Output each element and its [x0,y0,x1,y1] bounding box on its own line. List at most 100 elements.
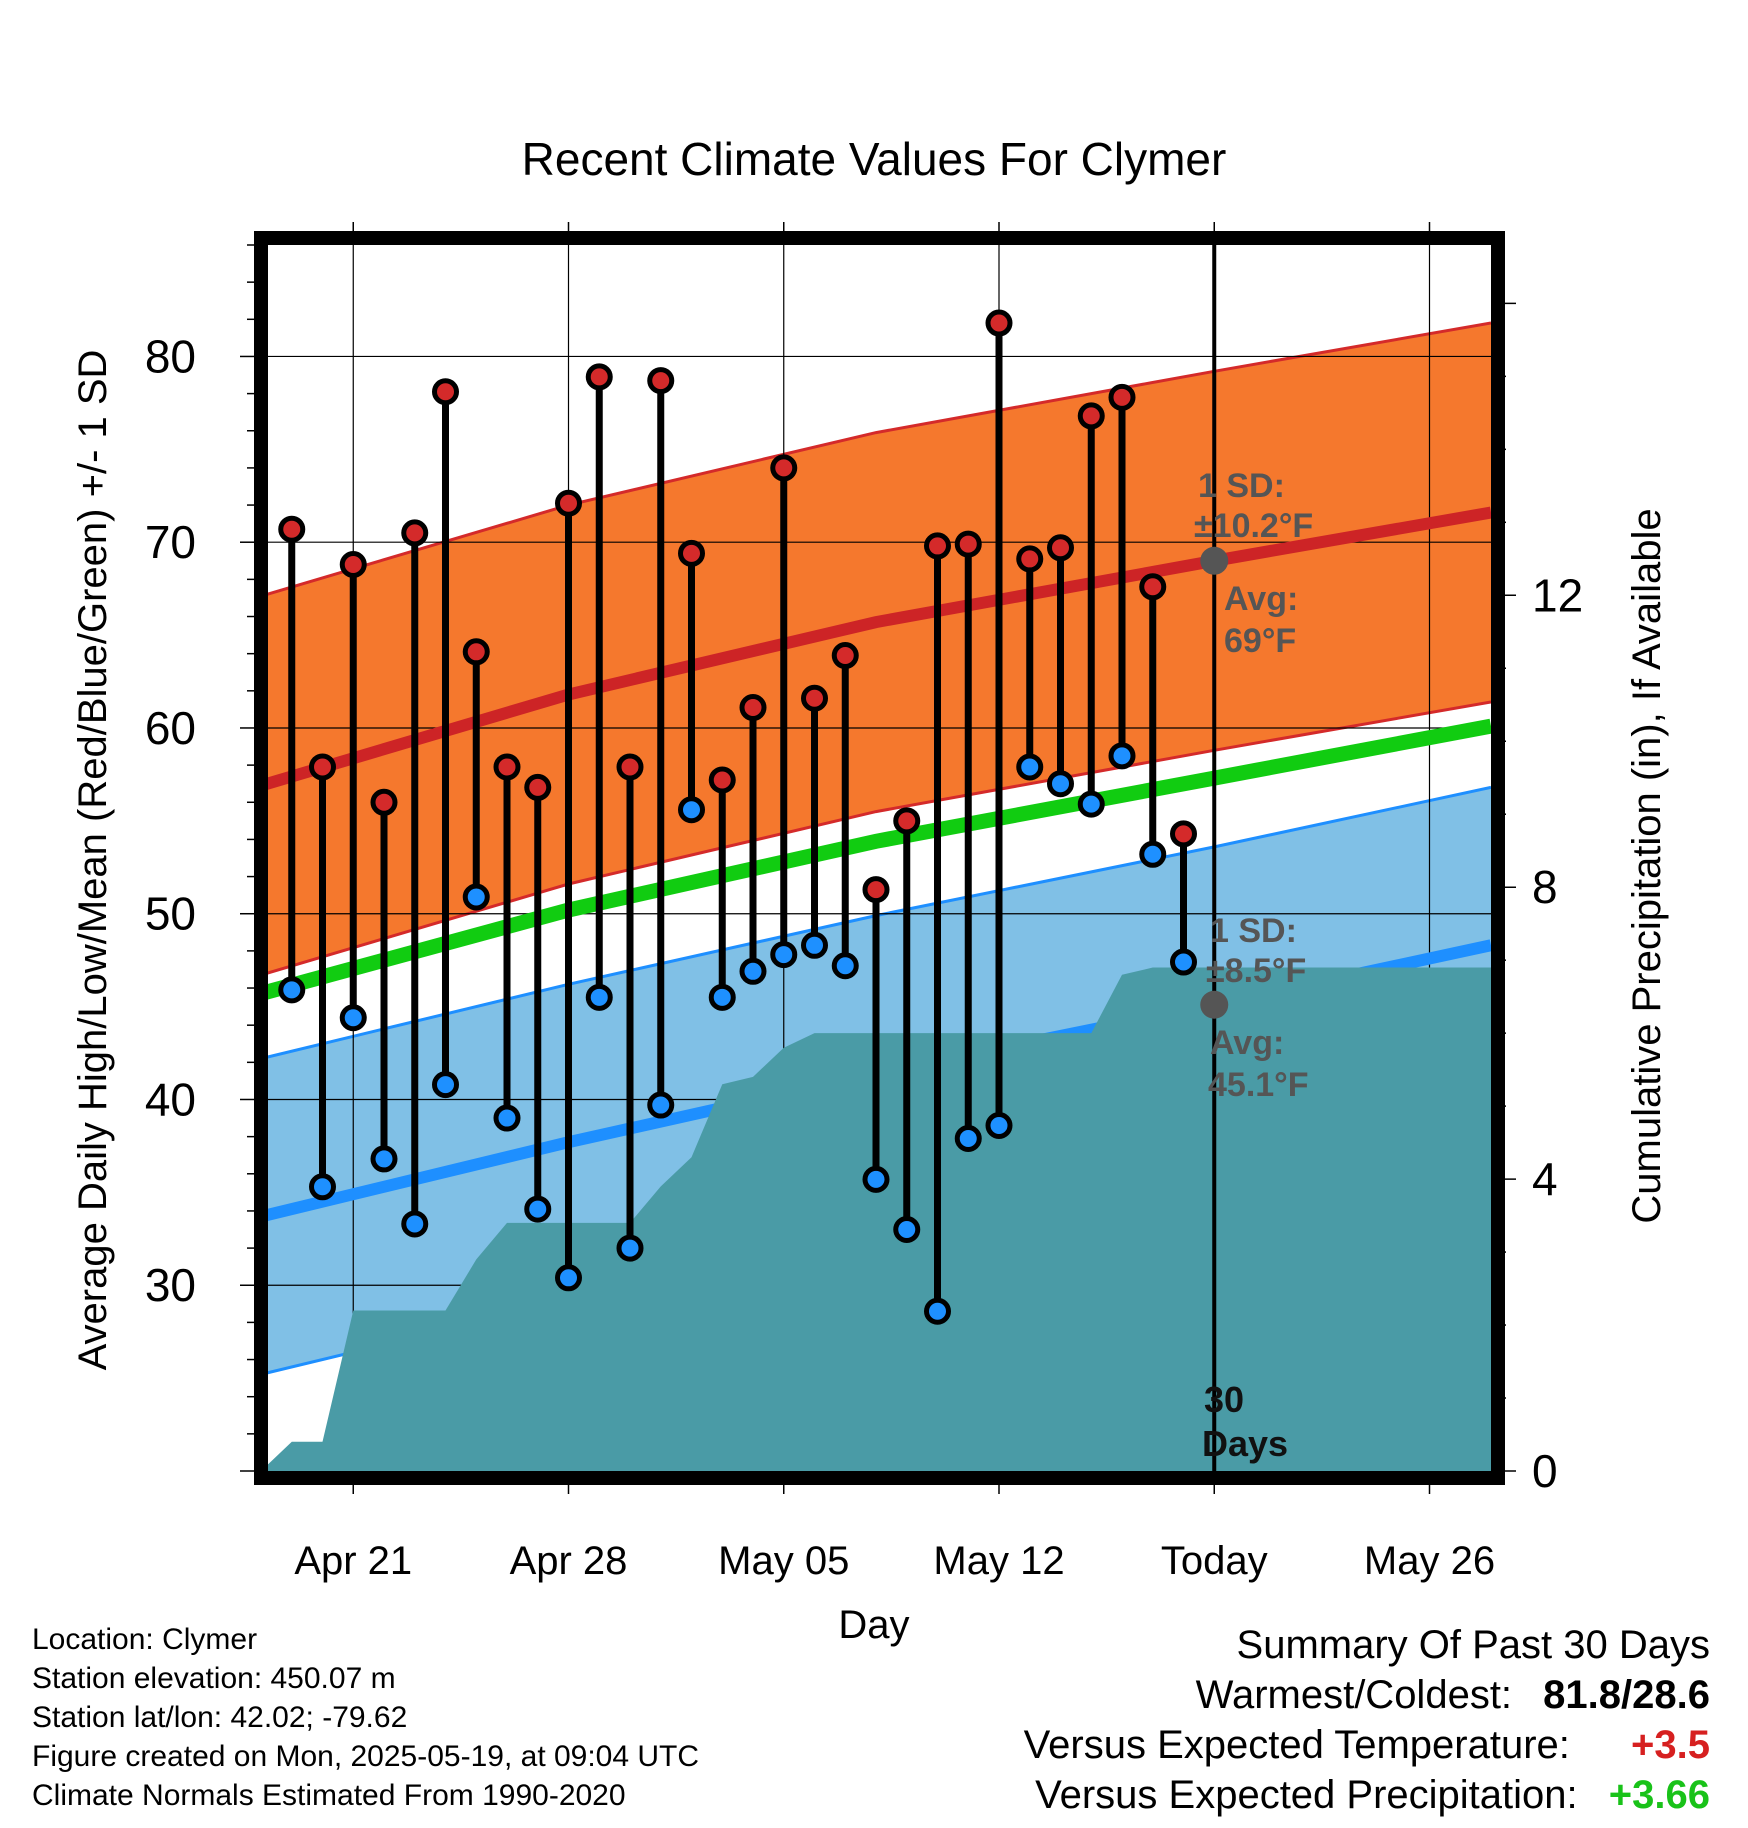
y2-tick-label: 4 [1532,1153,1558,1205]
high-band-lower-edge [268,700,1491,975]
high-point [647,367,675,395]
day-observation [1170,820,1197,976]
low-point [708,983,736,1011]
low-point [1077,790,1105,818]
day-observation [1016,545,1044,781]
high-point [1170,820,1197,848]
x-tick-label: Apr 21 [294,1539,412,1583]
x-tick-label: Today [1161,1539,1268,1583]
warm-cold-row: Warmest/Coldest: 81.8/28.6 [1024,1670,1710,1720]
day-observation [801,684,828,959]
precip-area [268,967,1491,1471]
low-avg-value: 45.1°F [1208,1066,1309,1104]
y-tick-label: 40 [145,1073,196,1125]
low-point [462,883,490,911]
y-tick-label: 30 [145,1259,196,1311]
axes-layer: 30 40 50 60 70 80 0 4 8 12 Apr 21 Apr 28 May 05 May 1… [145,222,1583,1583]
day-observation [893,807,921,1244]
high-point [462,638,490,666]
observations-layer [278,309,1229,1325]
day-observation [493,753,521,1132]
day-observation [770,454,798,969]
latlon-text: Station lat/lon: 42.02; -79.62 [32,1701,408,1734]
low-point [370,1145,398,1173]
day-observation [309,753,336,1201]
high-point [862,876,890,904]
day-observation [278,515,306,1004]
day-observation [1139,573,1167,868]
day-observation [647,367,675,1119]
high-point [893,807,921,835]
warm-cold-value: 81.8/28.6 [1543,1673,1710,1717]
day-observation [862,876,890,1193]
high-point [555,489,582,517]
day-observation [985,309,1013,1139]
day-observation [401,519,429,1238]
station-info: Location: Clymer Station elevation: 450.… [32,1620,699,1815]
high-point [1047,534,1074,562]
normals-text: Climate Normals Estimated From 1990-2020 [32,1779,626,1812]
high-point [831,642,859,670]
low-point [770,941,798,969]
warm-cold-label: Warmest/Coldest: [1195,1673,1513,1717]
window-label-count: 30 [1204,1379,1244,1420]
day-observation [462,638,490,911]
high-point [770,454,798,482]
location-text: Location: Clymer [32,1623,258,1656]
high-point [309,753,336,781]
high-point [432,378,459,406]
x-axis-label: Day [838,1603,909,1647]
high-point [278,515,306,543]
plot-frame [254,231,1505,1485]
high-point [370,788,398,816]
x-tick-label: May 12 [933,1539,1064,1583]
high-point [1139,573,1167,601]
low-point [339,1004,367,1032]
x-tick-label: May 26 [1364,1539,1495,1583]
high-point [585,363,613,391]
precip-label: Versus Expected Precipitation: [1035,1773,1578,1817]
high-sd-label: 1 SD: [1198,467,1285,505]
precip-value: +3.66 [1608,1773,1710,1817]
chart-title: Recent Climate Values For Clymer [522,133,1227,185]
low-point [924,1297,951,1325]
day-observation [524,773,552,1223]
today-low-normal-marker [1200,990,1229,1019]
low-avg-label: Avg: [1210,1024,1284,1062]
low-sd-value: ±8.5°F [1206,952,1306,990]
temp-row: Versus Expected Temperature: +3.5 [1024,1720,1710,1770]
high-point [1108,383,1136,411]
low-point [432,1071,459,1099]
high-point [924,532,951,560]
low-point [555,1264,582,1292]
day-observation [924,532,951,1325]
normal-mean-line [268,718,1491,1000]
y-tick-label: 80 [145,330,196,382]
day-observation [1108,383,1136,770]
high-point [1016,545,1044,573]
y-tick-label: 70 [145,516,196,568]
x-tick-label: Apr 28 [510,1539,628,1583]
high-point [524,773,552,801]
today-high-normal-marker [1200,546,1229,575]
low-point [401,1210,429,1238]
x-tick-label: May 05 [718,1539,849,1583]
summary-heading: Summary Of Past 30 Days [1236,1623,1710,1667]
high-point [616,753,644,781]
low-point [739,957,767,985]
day-observation [678,539,705,824]
high-point [493,753,521,781]
low-point [1047,770,1074,798]
temp-value: +3.5 [1631,1723,1710,1767]
low-point [309,1173,336,1201]
high-point [801,684,828,712]
day-observation [555,489,582,1292]
low-point [278,976,306,1004]
y2-tick-label: 12 [1532,569,1583,621]
y2-axis-label: Cumulative Precipitation (in), If Availa… [1625,508,1669,1223]
high-band-upper-edge [268,321,1491,596]
low-sd-label: 1 SD: [1210,912,1297,950]
low-point [801,931,828,959]
